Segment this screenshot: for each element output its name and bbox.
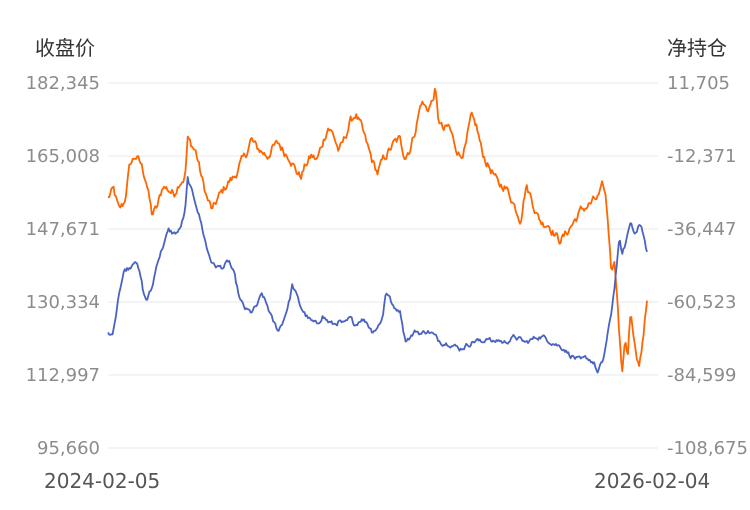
x-start-label: 2024-02-05 xyxy=(44,469,160,493)
right-axis-title: 净持仓 xyxy=(667,36,727,60)
series-layer xyxy=(107,87,648,374)
right-tick-label: 11,705 xyxy=(667,73,730,94)
left-tick-label: 165,008 xyxy=(26,146,100,167)
x-end-label: 2026-02-04 xyxy=(594,469,710,493)
right-tick-label: -12,371 xyxy=(667,146,736,167)
grid xyxy=(108,82,658,449)
right-tick-label: -36,447 xyxy=(667,219,736,240)
net-position-line xyxy=(107,176,648,374)
right-tick-label: -60,523 xyxy=(667,292,736,313)
left-axis-title: 收盘价 xyxy=(35,36,95,60)
left-tick-label: 112,997 xyxy=(26,365,100,386)
left-y-axis: 182,345 165,008 147,671 130,334 112,997 95,66… xyxy=(26,73,100,459)
left-tick-label: 147,671 xyxy=(26,219,100,240)
right-y-axis: 11,705 -12,371 -36,447 -60,523 -84,599 -108,6… xyxy=(667,73,748,459)
right-tick-label: -84,599 xyxy=(667,365,736,386)
left-tick-label: 130,334 xyxy=(26,292,100,313)
left-tick-label: 182,345 xyxy=(26,73,100,94)
left-tick-label: 95,660 xyxy=(37,438,100,459)
right-tick-label: -108,675 xyxy=(667,438,748,459)
closing-price-line xyxy=(107,87,648,373)
